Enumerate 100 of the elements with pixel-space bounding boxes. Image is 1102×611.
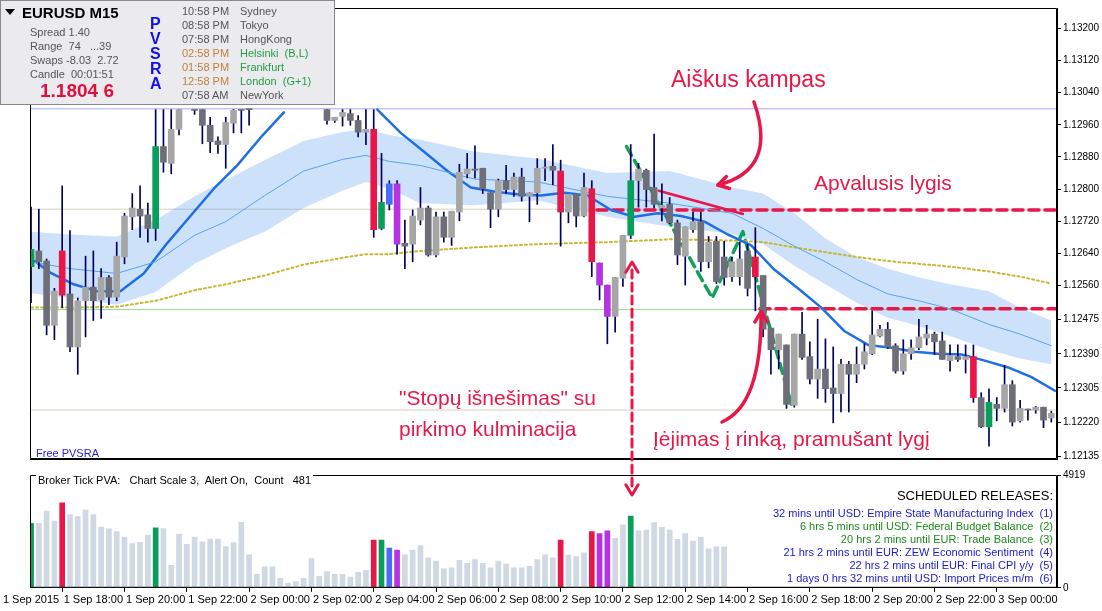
x-tick-label: 2 Sep 18:00	[811, 593, 871, 606]
annotation: 10:58 PM	[182, 5, 230, 18]
x-tick-label: 2 Sep 00:00	[250, 593, 310, 606]
bar	[246, 554, 252, 588]
bar	[106, 528, 112, 588]
x-tick-label: 2 Sep 06:00	[437, 593, 497, 606]
y-tick-label: 1.12800	[1063, 182, 1100, 194]
bar	[176, 533, 182, 588]
x-tick-label: 2 Sep 14:00	[686, 593, 747, 606]
bar	[183, 543, 190, 588]
bar	[472, 559, 478, 588]
annotation: 07:58 PM	[182, 33, 230, 46]
bar	[261, 566, 268, 588]
annotation: Aiškus kampas	[671, 66, 826, 93]
bar	[682, 533, 689, 588]
annotation: Sydney	[240, 5, 277, 18]
y-tick-label: 1.12390	[1063, 347, 1100, 359]
bar	[588, 531, 595, 588]
y-tick-label: 1.12880	[1063, 150, 1100, 162]
bar	[659, 526, 665, 588]
line-series	[624, 144, 794, 409]
bar	[440, 568, 447, 588]
bar	[67, 514, 73, 588]
bar	[145, 534, 151, 588]
annotation: London (G+1)	[240, 75, 312, 88]
annotation: 08:58 PM	[182, 19, 230, 32]
x-tick-label: 2 Sep 08:00	[499, 593, 560, 606]
bar	[643, 529, 650, 588]
annotation: NewYork	[240, 89, 284, 102]
y-tick-label: 1.13120	[1063, 54, 1100, 66]
chart-title: EURUSD M15	[22, 4, 119, 22]
annotation: Range 74 ...39	[30, 40, 112, 53]
bar	[331, 573, 338, 588]
y-tick-label: 1.12560	[1063, 279, 1100, 291]
bar	[74, 516, 81, 588]
x-tick-label: 2 Sep 04:00	[375, 593, 435, 606]
x-tick-label: 2 Sep 16:00	[749, 593, 809, 606]
candlestick	[549, 144, 557, 186]
bar	[277, 578, 284, 588]
bar	[137, 542, 143, 588]
bar	[238, 522, 245, 588]
annotation: Swaps -8.03 2.72	[30, 54, 119, 67]
bar	[697, 537, 704, 588]
candlestick	[993, 397, 1001, 422]
bar	[215, 538, 221, 588]
annotation: Spread 1.40	[30, 26, 90, 39]
annotation: 1.1804 6	[40, 80, 114, 102]
y-tick-label: 1.12305	[1063, 381, 1100, 393]
annotation: Apvalusis lygis	[814, 171, 952, 196]
x-tick-label: 2 Sep 02:00	[312, 593, 373, 606]
bar	[222, 546, 229, 588]
bar	[59, 502, 66, 588]
bar	[518, 567, 525, 588]
candlestick	[845, 361, 853, 413]
candlestick	[946, 344, 954, 372]
bar	[386, 547, 393, 588]
y-tick-label: 1.12960	[1063, 118, 1100, 130]
bar	[370, 539, 377, 588]
annotation: Tokyo	[240, 19, 269, 32]
annotation: PVSRA	[150, 15, 163, 92]
annotation: 32 mins until USD: Empire State Manufacturing Index (1)	[772, 507, 1053, 520]
y-tick-label: 0	[1063, 581, 1069, 593]
annotation: 22 hrs 2 mins until EUR: Final CPI y/y (5)	[849, 559, 1053, 572]
annotation: Helsinki (B,L)	[240, 47, 309, 60]
bar	[479, 562, 486, 588]
annotation: "Stopų išnešimas" su pirkimo kulminacija	[399, 385, 597, 442]
annotation: 12:58 PM	[182, 75, 230, 88]
x-tick-label: 2 Sep 22:00	[935, 593, 996, 606]
annotation: SCHEDULED RELEASES:	[896, 488, 1053, 504]
x-tick-label: 2 Sep 10:00	[562, 593, 622, 606]
bar	[316, 576, 323, 588]
annotation: 6 hrs 5 mins until USD: Federal Budget Balance (2)	[799, 520, 1053, 533]
bar	[293, 581, 299, 588]
bar	[542, 554, 548, 588]
y-tick-label: 1.12640	[1063, 247, 1100, 259]
annotation: HongKong	[240, 33, 292, 46]
bar	[433, 560, 439, 588]
bar	[168, 565, 175, 588]
bar	[129, 543, 136, 588]
y-tick-label: 1.12475	[1063, 313, 1100, 325]
bar	[503, 563, 509, 588]
bar	[721, 546, 728, 588]
annotation: 02:58 PM	[182, 47, 230, 60]
bar	[425, 557, 432, 588]
annotation: 1 days 0 hrs 32 mins until USD: Import Prices m/m (6)	[787, 572, 1053, 585]
bar	[324, 571, 330, 588]
annotation: Frankfurt	[240, 61, 285, 74]
annotation: 20 hrs 2 mins until EUR: Trade Balance (3)	[840, 533, 1053, 546]
y-tick-label: 1.12135	[1063, 449, 1100, 461]
y-tick-label: 1.12720	[1063, 215, 1100, 226]
bar	[98, 526, 104, 588]
annotation: 01:58 PM	[182, 61, 230, 74]
bar	[207, 538, 213, 588]
bar	[573, 556, 580, 588]
bar	[581, 552, 587, 588]
bar	[620, 524, 626, 588]
x-tick-label: 1 Sep 2015	[2, 593, 60, 606]
bar	[690, 540, 696, 588]
annotation: Candle 00:01:51	[30, 68, 114, 81]
candlestick	[954, 344, 962, 362]
